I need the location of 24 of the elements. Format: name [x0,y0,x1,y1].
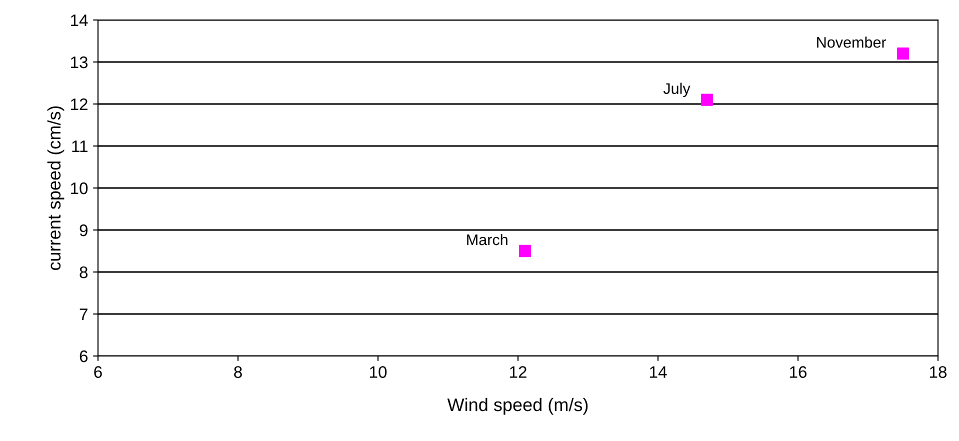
annotation: November [817,36,886,48]
x-tick-label: 12 [510,366,526,378]
x-tick-label: 14 [650,366,667,378]
point [700,94,714,106]
y-tick-label: 7 [80,308,88,320]
y-tick-label: 6 [80,350,88,362]
y-axis-title: current speed (cm/s) [47,106,64,270]
y-tick-label: 11 [72,140,88,152]
annotation: March [467,234,508,246]
x-axis-title: Wind speed (m/s) [447,398,588,415]
point [518,244,532,258]
point [896,48,910,60]
x-tick-label: 10 [370,366,387,378]
x-tick-label: 8 [234,366,242,378]
x-tick-label: 6 [94,366,102,378]
x-tick-label: 18 [930,366,947,378]
annotation: July [663,82,690,98]
y-tick-label: 12 [71,98,88,110]
x-tick-label: 16 [790,366,807,378]
y-tick-label: 10 [71,182,88,194]
y-tick-label: 8 [80,266,88,278]
y-tick-label: 13 [71,56,88,68]
y-tick-label: 14 [71,14,88,26]
y-tick-label: 9 [80,224,88,236]
